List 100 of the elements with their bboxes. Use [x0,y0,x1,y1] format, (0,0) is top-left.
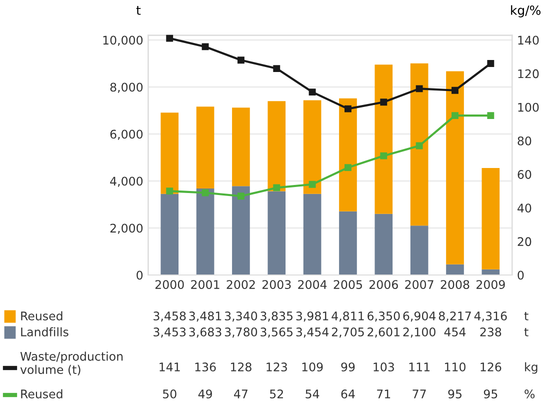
data-label: 3,340 [224,311,258,322]
point [273,65,280,72]
y2-tick-label: 100 [518,102,539,112]
data-label: 3,780 [224,327,258,338]
bar [446,264,464,275]
y-tick-label: 0 [136,270,143,280]
data-label: 71 [377,390,390,398]
y2-tick-label: 60 [518,170,532,179]
x-tick-label: 2005 [334,280,362,289]
data-label: 3,453 [154,327,186,338]
point [237,192,244,200]
x-tick-label: 2006 [369,280,398,289]
y2-tick-label: 20 [518,237,532,246]
data-label: 110 [445,362,466,372]
data-label: 8,217 [438,311,471,322]
legend-label: Landfills [21,327,68,336]
x-tick-label: 2009 [476,280,505,289]
data-label: 64 [341,389,355,398]
point [344,164,352,172]
bar [196,188,214,275]
y2-axis-title: kg/% [511,5,540,18]
point [308,180,316,188]
data-label: 3,454 [296,327,329,338]
point [166,188,174,195]
data-label: 3,835 [260,311,292,322]
data-label: 4,811 [332,311,364,322]
data-label: 2,705 [332,327,364,338]
point [308,88,316,96]
bar [268,191,286,275]
data-label: 50 [163,389,176,398]
data-label: 52 [270,389,283,398]
bar [410,226,428,275]
y2-tick-label: 0 [518,270,524,280]
data-label: 49 [198,389,212,398]
point [416,142,423,150]
y2-tick-label: 140 [518,36,539,45]
y-tick-label: 8,000 [110,82,143,93]
bar [160,112,179,194]
data-label: 109 [302,362,323,372]
data-label: 111 [409,362,430,372]
legend-label: Reused [21,389,62,398]
data-label: 4,316 [474,311,507,322]
x-tick-label: 2002 [226,280,255,289]
y2-tick-label: 80 [518,136,532,146]
point [380,152,388,160]
point [202,43,209,50]
x-tick-label: 2008 [440,280,470,289]
x-tick-label: 2000 [155,280,184,289]
y2-tick-label: 40 [518,204,532,213]
data-label: 141 [160,362,180,372]
x-tick-label: 2007 [405,280,434,289]
point [452,86,458,94]
bar [410,63,428,226]
y-axis-title: t [136,6,141,15]
bar [232,186,250,275]
point [237,56,244,64]
legend-label: Reused [21,311,62,320]
point [344,105,352,112]
x-tick-label: 2001 [191,280,220,289]
bar [232,108,250,186]
legend-label: Waste/production volume (t) [20,352,123,376]
bar [446,71,464,264]
bar [160,194,179,275]
point [487,60,494,67]
y2-tick-label: 120 [518,69,539,78]
point [166,34,174,42]
data-label: 238 [480,327,502,336]
bar [303,100,322,194]
point [452,112,458,120]
data-label: 3,981 [296,311,328,322]
data-label: 3,683 [189,327,222,338]
bar [339,98,357,212]
data-label: 128 [230,362,252,372]
point [416,85,423,92]
bar [303,194,322,275]
bar [374,64,393,214]
data-label: 103 [374,362,394,372]
x-tick-label: 2004 [298,280,327,289]
data-label: 99 [341,362,355,372]
point [273,184,280,192]
data-label: 136 [195,362,216,372]
data-label: 6,350 [368,311,400,322]
data-label: 47 [234,390,248,398]
y-tick-label: 10,000 [103,36,143,46]
bar [374,214,393,275]
text: kg [525,362,538,374]
point [380,98,388,106]
data-label: 95 [448,389,462,398]
text: t [524,328,528,336]
data-label: 126 [480,362,502,372]
data-label: 54 [306,390,320,398]
y-tick-label: 2,000 [110,224,143,234]
data-label: 6,904 [403,311,436,322]
y-tick-label: 6,000 [110,130,143,140]
data-label: 3,481 [189,311,222,322]
data-label: 77 [412,390,426,398]
y-tick-label: 4,000 [110,176,143,187]
data-label: 2,601 [368,327,400,338]
point [487,112,494,120]
bar [482,168,500,270]
